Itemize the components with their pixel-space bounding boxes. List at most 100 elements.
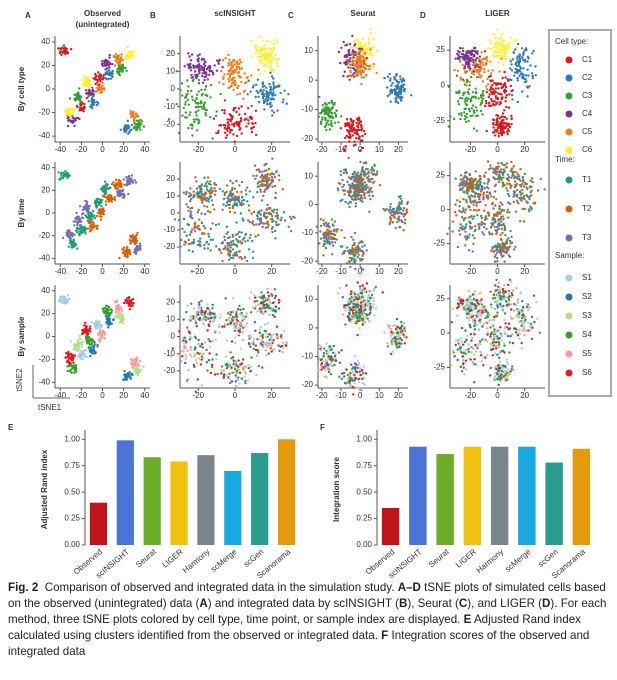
scatter-dot [207, 323, 210, 326]
scatter-dot [257, 351, 260, 354]
scatter-dot [260, 55, 263, 59]
scatter-dot [319, 358, 322, 362]
scatter-dot [184, 353, 187, 356]
y-tick-label: -10 [301, 228, 313, 237]
scatter-dot [343, 61, 346, 64]
scatter-dot [101, 64, 105, 68]
scatter-dot [279, 299, 282, 302]
scatter-dot [228, 113, 231, 116]
scatter-dot [260, 58, 263, 62]
scatter-dot [277, 223, 280, 226]
scatter-dot [390, 340, 393, 343]
scatter-dot [262, 39, 265, 42]
scatter-dot [90, 225, 93, 228]
scatter-dot [119, 190, 122, 193]
scatter-dot [83, 102, 86, 106]
scatter-dot [360, 47, 363, 50]
scatter-dot [123, 249, 126, 252]
scatter-dot [213, 329, 217, 333]
scatter-dot [123, 194, 126, 198]
scatter-dot [274, 294, 278, 298]
scatter-dot [97, 322, 100, 325]
scatter-dot [350, 317, 354, 320]
scatter-dot [391, 350, 394, 353]
scatter-dot [394, 97, 397, 100]
scatter-dot [223, 73, 226, 76]
scatter-dot [402, 229, 405, 232]
scatter-dot [351, 385, 354, 389]
scatter-dot [83, 324, 86, 327]
scatter-dot [232, 297, 235, 300]
scatter-dot [235, 134, 239, 138]
scatter-dot [347, 309, 350, 312]
scatter-dot [262, 175, 265, 179]
scatter-dot [178, 355, 182, 358]
scatter-dot [349, 63, 352, 66]
scatter-dot [399, 340, 402, 343]
scatter-dot [358, 183, 362, 187]
scatter-dot [329, 233, 332, 236]
scatter-dot [259, 334, 262, 337]
x-tick-label: -20 [76, 145, 88, 154]
scatter-dot [256, 299, 259, 303]
scatter-dot [230, 240, 233, 243]
scatter-dot [189, 66, 192, 69]
scatter-dot [261, 339, 264, 342]
scatter-dot [361, 146, 365, 150]
scatter-dot [399, 85, 403, 88]
scatter-dot [346, 315, 349, 319]
scatter-dot [390, 352, 393, 356]
y-tick-label: -40 [38, 131, 50, 140]
scatter-dot [111, 62, 114, 66]
scatter-dot [223, 247, 227, 250]
scatter-dot [247, 367, 250, 370]
scatter-dot [325, 121, 328, 125]
scatter-dot [347, 59, 351, 62]
scatter-dot [293, 216, 296, 219]
scatter-dot [75, 104, 79, 108]
scatter-dot [70, 48, 73, 51]
scatter-dot [320, 345, 323, 348]
scatter-dot [233, 341, 237, 345]
scatter-dot [235, 221, 238, 224]
scatter-dot [106, 305, 109, 308]
scatter-dot [68, 97, 72, 100]
scatter-dot [236, 245, 239, 248]
scatter-dot [274, 191, 277, 195]
scatter-dot [282, 347, 285, 350]
scatter-dot [359, 307, 362, 310]
scatter-dot [208, 190, 211, 193]
scatter-dot [123, 49, 126, 53]
scatter-dot [236, 323, 239, 326]
scatter-dot [269, 301, 272, 305]
scatter-dot [392, 332, 396, 336]
scatter-dot [248, 236, 251, 240]
scatter-dot [322, 355, 326, 358]
scatter-dot [356, 119, 360, 122]
scatter-dot [361, 257, 364, 261]
scatter-dot [239, 212, 243, 215]
scatter-dot [323, 110, 326, 113]
x-tick-label: 0 [233, 267, 238, 276]
scatter-dot [324, 124, 328, 127]
scatter-dot [121, 59, 125, 62]
scatter-dot [333, 228, 336, 231]
scatter-dot [186, 205, 190, 209]
scatter-dot [348, 126, 352, 129]
scatter-dot [83, 81, 87, 85]
scatter-dot [222, 76, 225, 79]
scatter-dot [373, 164, 376, 168]
y-tick-label: 0 [46, 84, 51, 93]
scatter-dot [78, 217, 82, 220]
scatter-dot [79, 231, 82, 235]
scatter-dot [199, 237, 202, 240]
scatter-dot [129, 377, 133, 380]
scatter-dot [184, 340, 188, 343]
scatter-dot [254, 95, 257, 99]
scatter-dot [272, 83, 275, 86]
scatter-dot [66, 365, 69, 368]
scatter-dot [398, 225, 402, 229]
scatter-dot [136, 371, 139, 374]
scatter-dot [234, 374, 237, 377]
scatter-dot [71, 116, 75, 120]
